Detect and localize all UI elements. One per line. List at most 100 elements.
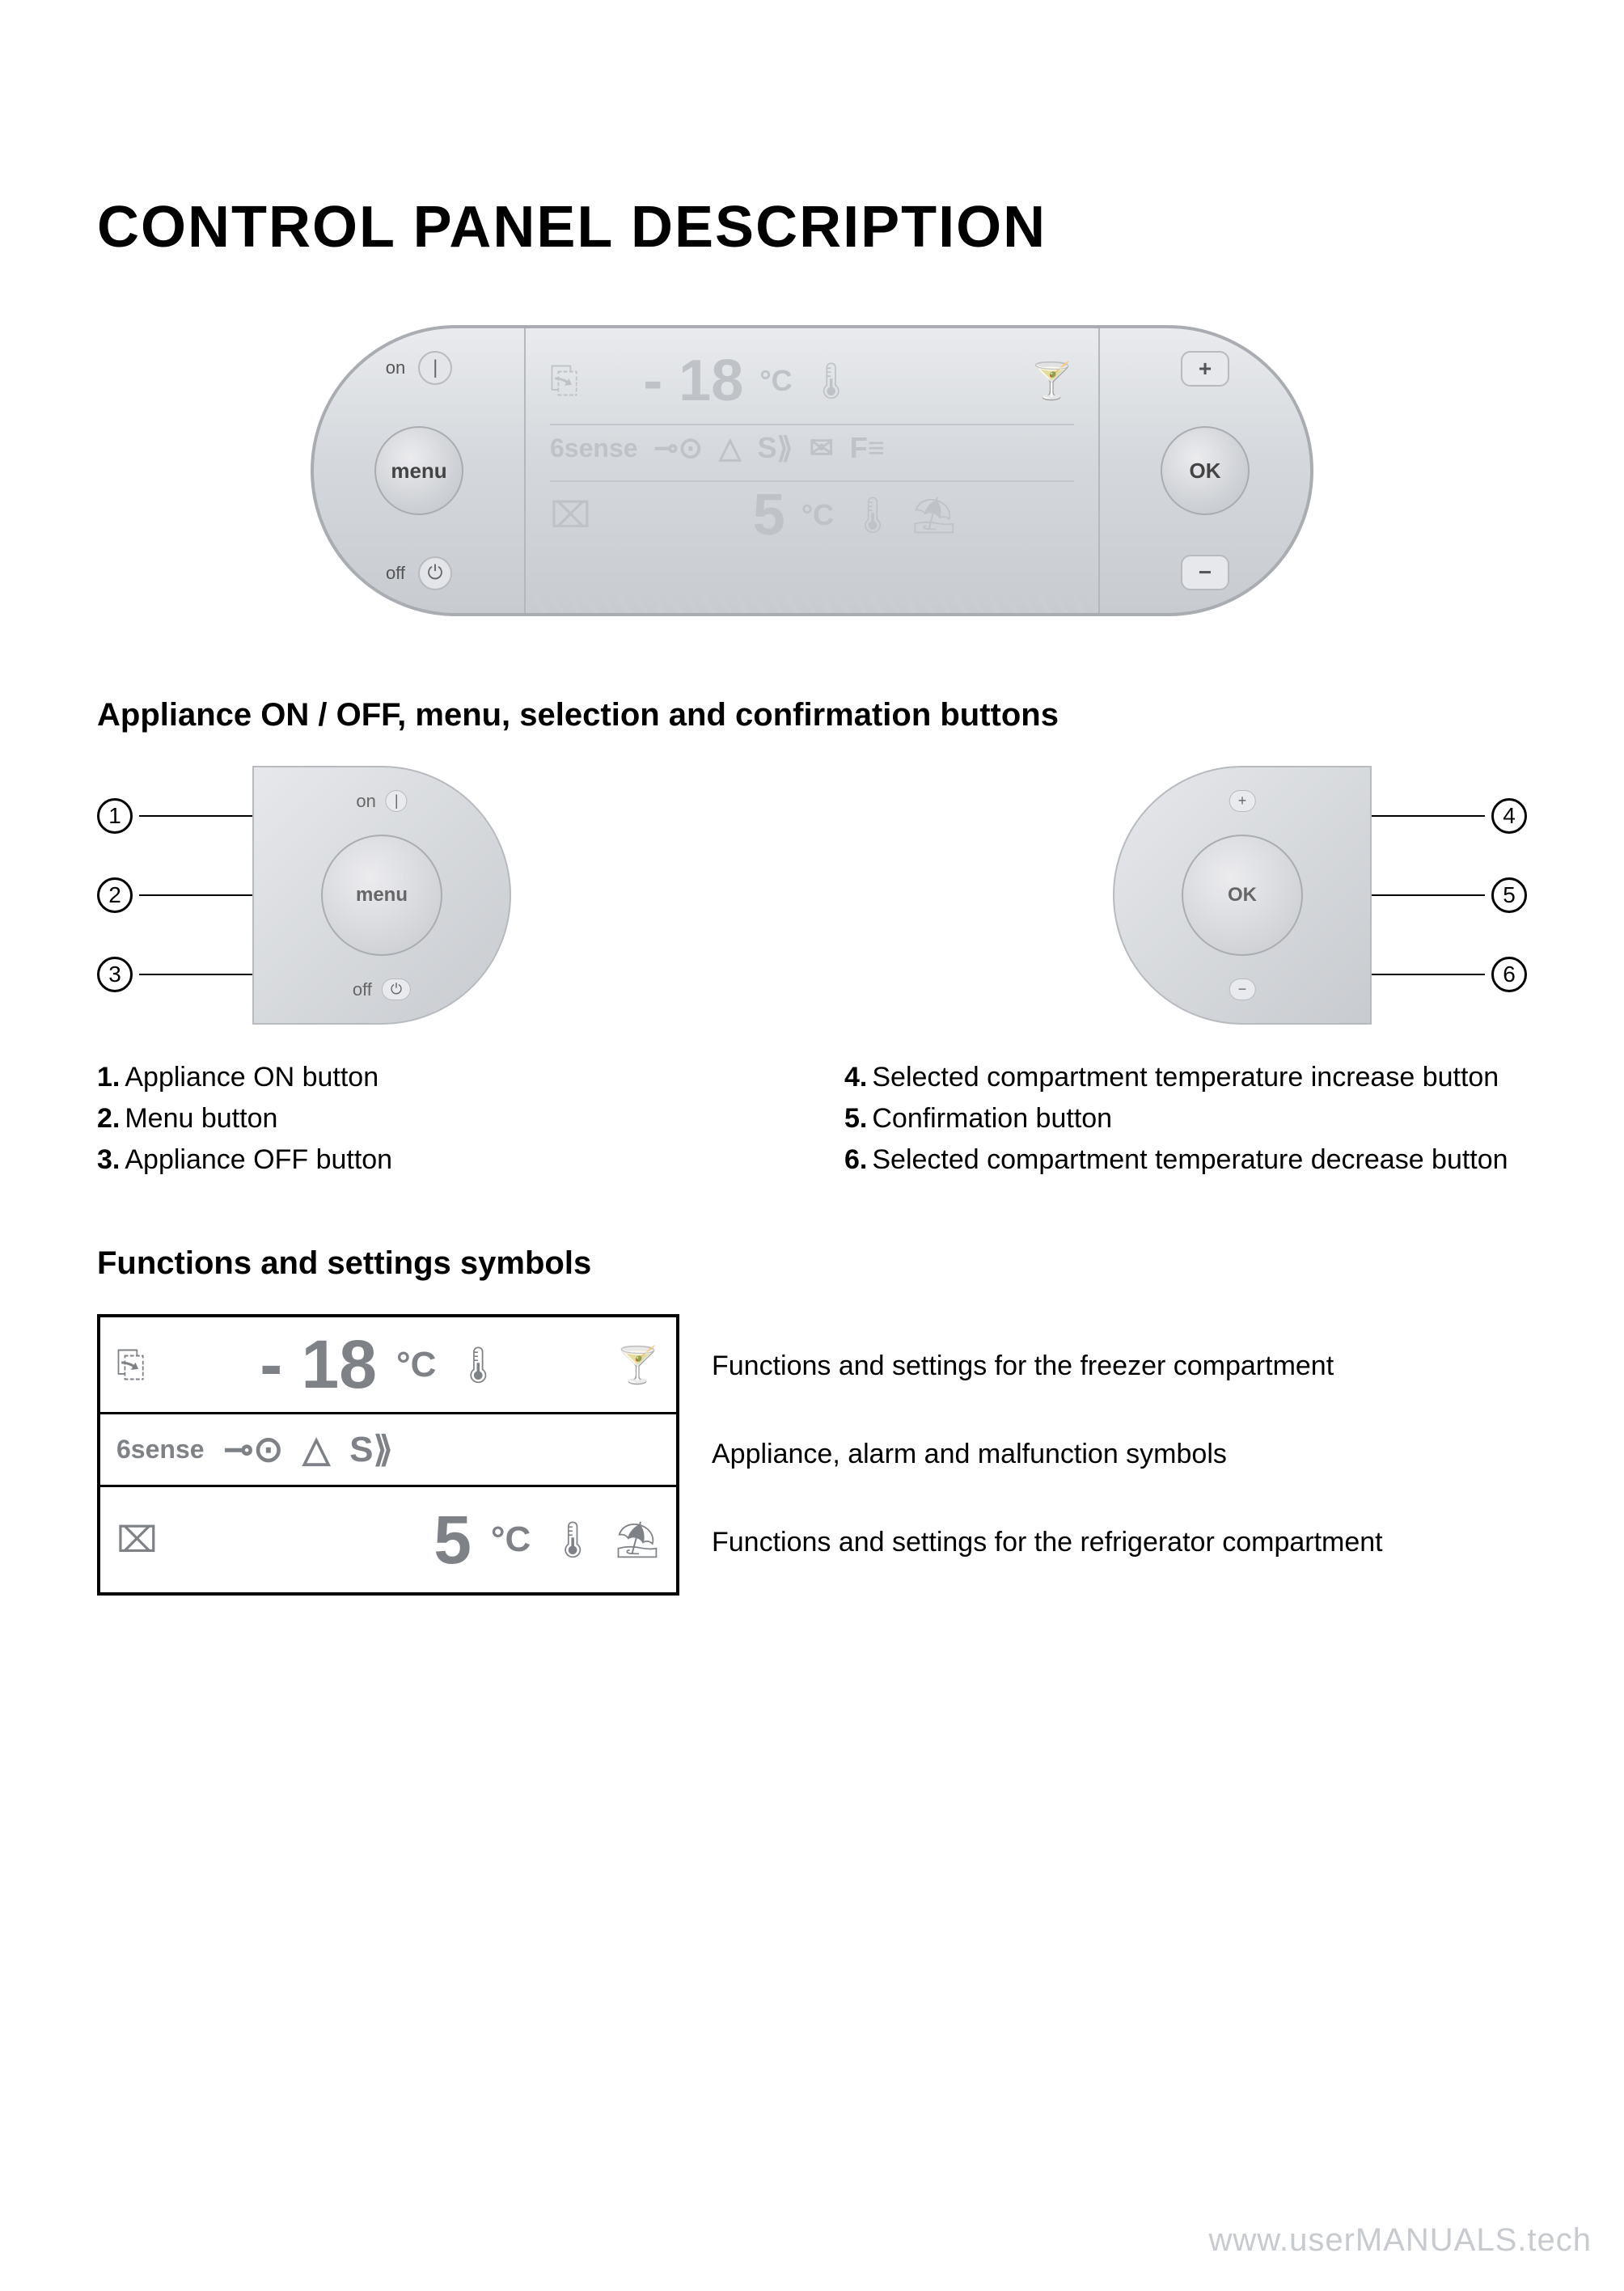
fridge-unit: °C xyxy=(801,498,834,532)
symbols-row-status: 6sense ⊸⊙ △ S⟫ xyxy=(100,1414,676,1487)
symbols-row-freezer: ⎘ - 18 °C 🌡 🍸 xyxy=(100,1317,676,1414)
minus-mini-label: − xyxy=(1229,979,1256,1000)
warning-icon: △ xyxy=(719,431,742,465)
legend-text: Selected compartment temperature increas… xyxy=(872,1062,1499,1093)
minus-mini: − xyxy=(1229,979,1256,1000)
freezer-row: ⎘ - 18 °C 🌡 🍸 xyxy=(550,344,1074,417)
leader-line xyxy=(1372,815,1485,817)
on-mini: on | xyxy=(356,790,407,812)
legend-num: 1. xyxy=(97,1062,120,1093)
off-mini-icon: ⏻ xyxy=(382,979,411,1000)
on-row: on | xyxy=(386,351,452,385)
symbols-desc-status: Appliance, alarm and malfunction symbols xyxy=(712,1436,1527,1473)
f-mode-icon: F≡ xyxy=(850,431,885,465)
freezer-unit: °C xyxy=(759,364,792,398)
left-legend: 1.Appliance ON button 2.Menu button 3.Ap… xyxy=(97,1057,780,1181)
leader-line xyxy=(139,974,252,975)
thermometer-cold-icon: 🌡 xyxy=(809,360,854,402)
callout-2: 2 xyxy=(97,877,252,913)
section-heading-buttons: Appliance ON / OFF, menu, selection and … xyxy=(97,697,1527,733)
callout-columns: 1 2 3 on | menu off xyxy=(97,766,1527,1181)
party-icon: 🍸 xyxy=(1030,360,1074,402)
on-mini-label: on xyxy=(356,791,375,812)
s-mode-icon: S⟫ xyxy=(758,431,793,465)
sixth-sense-icon: 6sense xyxy=(550,433,638,463)
leader-line xyxy=(1372,894,1485,896)
ok-button[interactable]: OK xyxy=(1161,426,1250,515)
control-panel-figure: on | menu off ⏻ ⎘ - 18 °C 🌡 🍸 6sense xyxy=(97,325,1527,616)
legend-item: 5.Confirmation button xyxy=(844,1098,1527,1139)
symbols-desc-freezer: Functions and settings for the freezer c… xyxy=(712,1348,1527,1385)
power-icon: ⏻ xyxy=(418,556,452,590)
s-mode-icon: S⟫ xyxy=(349,1429,393,1470)
symbols-row-fridge: ⌧ 5 °C 🌡 ⛱ xyxy=(100,1487,676,1592)
plus-mini-label: + xyxy=(1229,790,1256,812)
symbols-descriptions: Functions and settings for the freezer c… xyxy=(712,1314,1527,1596)
legend-item: 1.Appliance ON button xyxy=(97,1057,780,1098)
page-title: CONTROL PANEL DESCRIPTION xyxy=(97,194,1527,260)
freezer-unit: °C xyxy=(396,1345,436,1385)
callout-6: 6 xyxy=(1372,957,1527,992)
panel-left-zone: on | menu off ⏻ xyxy=(314,328,524,613)
leader-line xyxy=(139,894,252,896)
callout-number: 5 xyxy=(1491,877,1527,913)
minus-button[interactable]: − xyxy=(1181,555,1229,590)
right-callout-figure: 4 5 6 + OK − xyxy=(844,766,1527,1025)
control-panel: on | menu off ⏻ ⎘ - 18 °C 🌡 🍸 6sense xyxy=(311,325,1313,616)
fridge-unit: °C xyxy=(491,1520,531,1560)
menu-button[interactable]: menu xyxy=(374,426,463,515)
legend-item: 6.Selected compartment temperature decre… xyxy=(844,1139,1527,1181)
legend-num: 6. xyxy=(844,1144,867,1175)
left-callout-numbers: 1 2 3 xyxy=(97,798,252,992)
on-label: on xyxy=(386,357,405,378)
panel-hatch-pattern xyxy=(526,584,1098,613)
fridge-row: ⌧ 5 °C 🌡 ⛱ xyxy=(550,479,1074,552)
legend-text: Confirmation button xyxy=(872,1103,1112,1134)
callout-number: 1 xyxy=(97,798,133,834)
menu-mini-button: menu xyxy=(321,835,442,956)
thermometer-icon: 🌡 xyxy=(455,1344,501,1386)
off-label: off xyxy=(386,563,405,584)
legend-num: 3. xyxy=(97,1144,120,1175)
leader-line xyxy=(139,815,252,817)
right-button-group-image: + OK − xyxy=(1113,766,1372,1025)
freezer-temp: - 18 xyxy=(643,348,743,414)
legend-num: 5. xyxy=(844,1103,867,1134)
section-heading-symbols: Functions and settings symbols xyxy=(97,1245,1527,1282)
thermometer-warm-icon: 🌡 xyxy=(850,494,895,536)
fridge-compartment-icon: ⌧ xyxy=(116,1520,158,1561)
plus-mini: + xyxy=(1229,790,1256,812)
callout-number: 4 xyxy=(1491,798,1527,834)
legend-num: 2. xyxy=(97,1103,120,1134)
fridge-compartment-icon: ⌧ xyxy=(550,495,591,536)
left-callout-figure: 1 2 3 on | menu off xyxy=(97,766,780,1025)
callout-3: 3 xyxy=(97,957,252,992)
sixth-sense-icon: 6sense xyxy=(116,1435,205,1465)
callout-number: 6 xyxy=(1491,957,1527,992)
callout-number: 2 xyxy=(97,877,133,913)
symbols-box: ⎘ - 18 °C 🌡 🍸 6sense ⊸⊙ △ S⟫ ⌧ 5 °C 🌡 ⛱ xyxy=(97,1314,679,1596)
display-divider xyxy=(550,480,1074,482)
display-divider xyxy=(550,424,1074,425)
legend-text: Appliance ON button xyxy=(125,1062,379,1093)
callout-4: 4 xyxy=(1372,798,1527,834)
freezer-compartment-icon: ⎘ xyxy=(116,1345,145,1385)
right-column: 4 5 6 + OK − xyxy=(844,766,1527,1181)
legend-text: Appliance OFF button xyxy=(125,1144,392,1175)
fridge-temp: 5 xyxy=(753,482,785,548)
panel-right-zone: + OK − xyxy=(1100,328,1310,613)
watermark: www.userMANUALS.tech xyxy=(1209,2222,1592,2259)
plus-button[interactable]: + xyxy=(1181,351,1229,387)
key-lock-icon: ⊸⊙ xyxy=(224,1429,284,1470)
ok-mini-button: OK xyxy=(1182,835,1303,956)
symbols-desc-fridge: Functions and settings for the refrigera… xyxy=(712,1524,1527,1562)
thermometer-icon: 🌡 xyxy=(550,1519,595,1561)
off-mini-label: off xyxy=(353,979,372,1000)
legend-num: 4. xyxy=(844,1062,867,1093)
party-icon: 🍸 xyxy=(615,1344,660,1386)
freezer-temp: - 18 xyxy=(260,1325,377,1404)
callout-5: 5 xyxy=(1372,877,1527,913)
vacation-icon: ⛱ xyxy=(911,494,957,536)
status-row: 6sense ⊸⊙ △ S⟫ ✉ F≡ xyxy=(550,424,1074,472)
warning-icon: △ xyxy=(302,1429,330,1470)
